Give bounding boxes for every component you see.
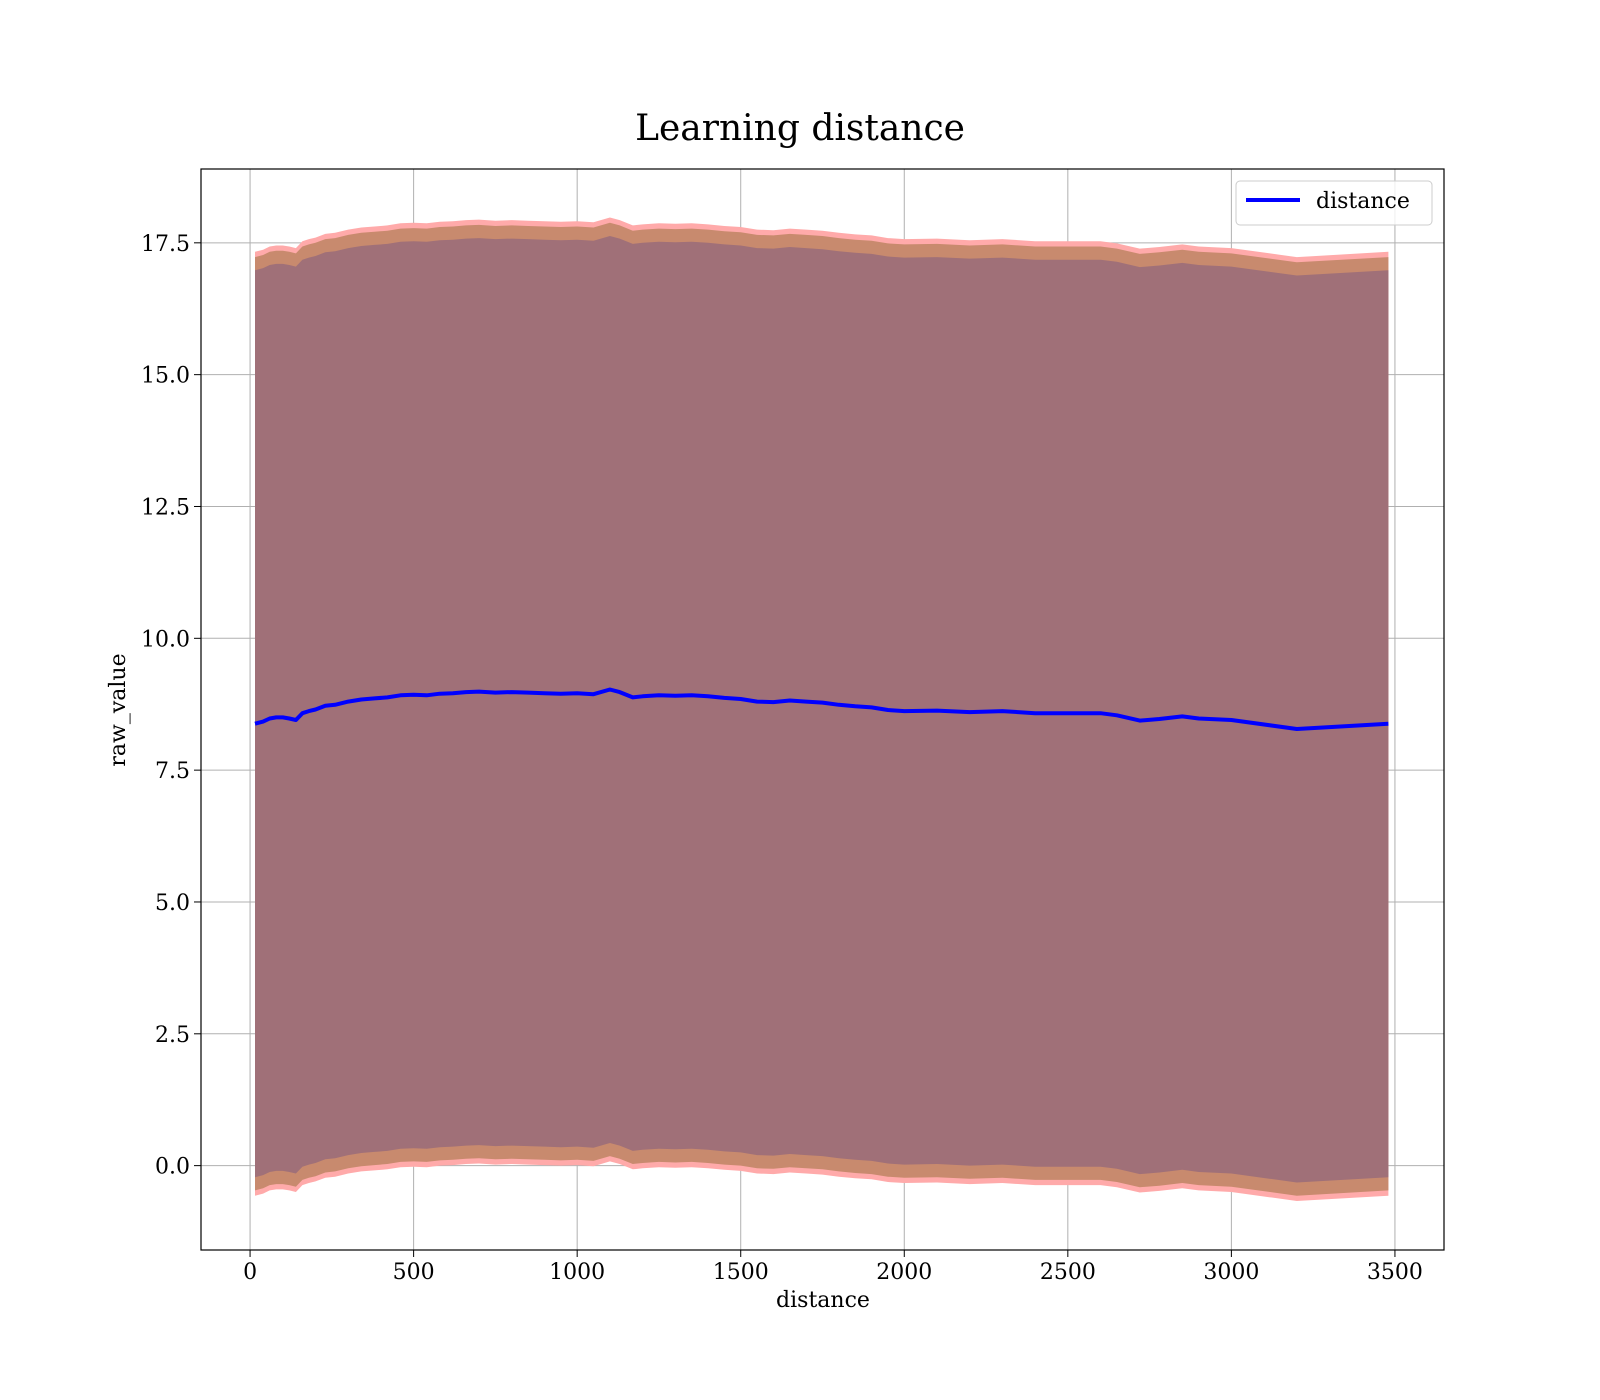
- x-tick-label: 3500: [1367, 1260, 1423, 1285]
- axes: 0 500 1000 1500 2000 2500 3000 3500 0.0 2.5 5.0 7.5…: [141, 168, 1445, 1285]
- chart-title: Learning distance: [635, 108, 965, 149]
- x-tick-label: 2000: [876, 1260, 932, 1285]
- y-tick-label: 2.5: [155, 1023, 190, 1048]
- legend: distance: [1235, 180, 1433, 226]
- series-lines: [254, 687, 1389, 731]
- y-tick-label: 5.0: [155, 891, 190, 916]
- y-tick-label: 10.0: [141, 627, 190, 652]
- plot-frame: [200, 168, 1445, 1251]
- legend-label-distance: distance: [1316, 189, 1410, 214]
- x-tick-label: 0: [243, 1260, 257, 1285]
- legend-frame: [1235, 180, 1433, 226]
- y-tick-label: 15.0: [141, 364, 190, 389]
- x-tick-label: 3000: [1203, 1260, 1259, 1285]
- y-tick-label: 12.5: [141, 495, 190, 520]
- x-axis-title: distance: [776, 1288, 870, 1313]
- y-axis-title: raw_value: [106, 653, 131, 766]
- y-tick-label: 7.5: [155, 759, 190, 784]
- y-tick-label: 17.5: [141, 232, 190, 257]
- inner-band: [255, 236, 1389, 1183]
- x-tick-label: 2500: [1040, 1260, 1096, 1285]
- x-tick-label: 1000: [549, 1260, 605, 1285]
- confidence-bands: [255, 217, 1389, 1201]
- y-tick-label: 0.0: [155, 1155, 190, 1180]
- series-line-distance: [254, 687, 1389, 731]
- x-tick-label: 500: [393, 1260, 435, 1285]
- x-tick-label: 1500: [713, 1260, 769, 1285]
